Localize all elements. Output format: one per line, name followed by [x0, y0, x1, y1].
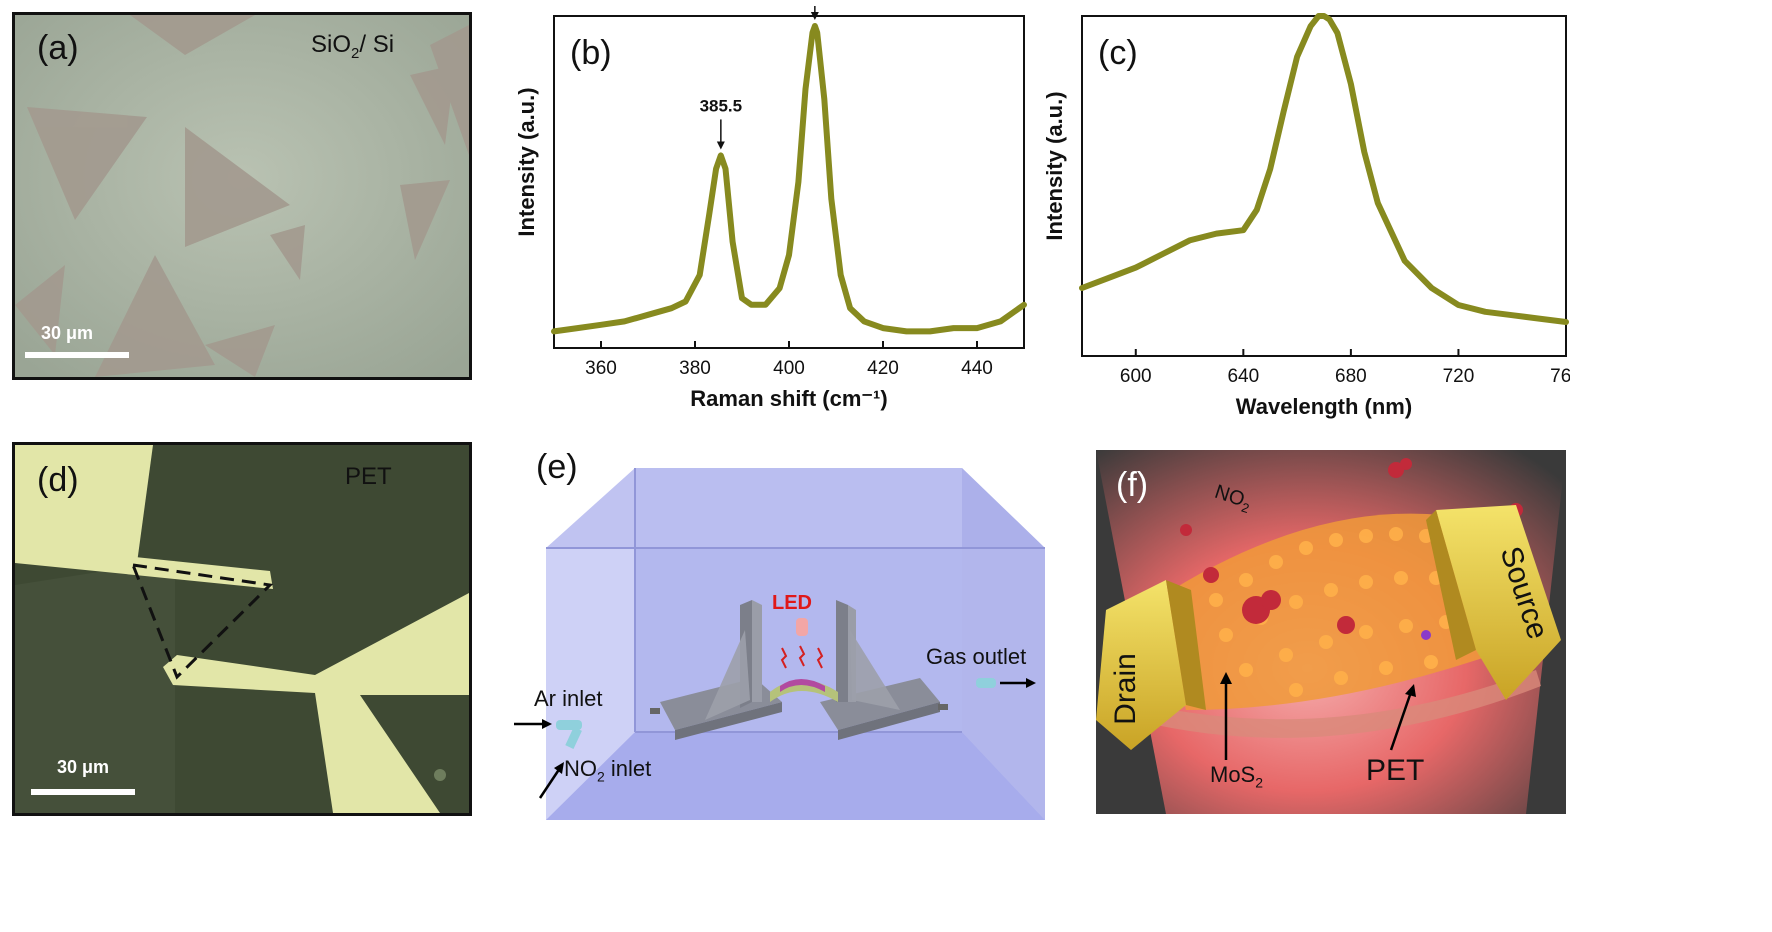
mos2-flake	[95, 255, 215, 377]
panel-label: (b)	[570, 34, 612, 72]
plot-frame	[1081, 15, 1567, 357]
micrograph-a-image	[15, 15, 469, 377]
x-tick-label: 420	[867, 358, 899, 379]
pl-chart-svg: 600 640 680 720 760 Wavelength (nm) Intensity …	[1042, 13, 1570, 419]
spectrum-line	[551, 23, 1027, 335]
micrograph-d-image	[15, 445, 469, 813]
x-tick-label: 640	[1227, 366, 1259, 387]
chamber-right-wall	[962, 468, 1045, 820]
peak-label: 385.5	[700, 96, 743, 115]
drain-electrode	[1166, 580, 1206, 710]
mos2-flake	[410, 65, 455, 145]
x-tick-label: 380	[679, 358, 711, 379]
peak-arrow-head	[810, 11, 819, 20]
scalebar-label: 30 μm	[41, 323, 94, 343]
device-outline	[130, 563, 274, 680]
x-tick-label: 400	[773, 358, 805, 379]
led-icon	[796, 618, 808, 636]
pet-substrate	[1126, 670, 1541, 738]
chamber-top	[546, 468, 1045, 548]
x-axis-label: Raman shift (cm⁻¹)	[690, 386, 887, 411]
panel-a-micrograph: (a) SiO2/ Si 30 μm	[12, 12, 472, 380]
mos2-flake	[430, 25, 469, 155]
substrate-label-prefix: SiO	[311, 31, 352, 58]
electrode-source	[163, 593, 469, 813]
mos2-lattice	[1156, 513, 1506, 710]
mos2-label-sub: 2	[1255, 774, 1264, 791]
no2-inlet-prefix: NO	[564, 756, 597, 781]
mos2-flake	[185, 127, 290, 247]
mos2-flake	[270, 225, 305, 280]
scalebar	[31, 789, 135, 795]
y-axis-label: Intensity (a.u.)	[514, 87, 539, 236]
x-tick-label: 600	[1120, 366, 1152, 387]
x-tick-label: 720	[1443, 366, 1475, 387]
no2-inlet-suffix: inlet	[604, 756, 652, 781]
scalebar-label: 30 μm	[57, 757, 110, 777]
gas-outlet-label: Gas outlet	[926, 644, 1027, 669]
led-label: LED	[772, 592, 812, 614]
ar-inlet-label: Ar inlet	[534, 686, 603, 711]
peak-arrow-head	[716, 141, 725, 150]
device-illustration	[1096, 450, 1566, 814]
gas-outlet-pipe	[976, 678, 996, 688]
x-axis-label: Wavelength (nm)	[1236, 394, 1412, 419]
spectrum-line	[1079, 13, 1569, 325]
panel-label: (e)	[536, 448, 578, 486]
substrate-label-suffix: / Si	[359, 31, 395, 58]
no2-inlet-pipe	[565, 727, 582, 749]
pet-label: PET	[1366, 754, 1425, 787]
panel-label: (d)	[37, 461, 79, 499]
mos2-flake	[400, 180, 450, 260]
raman-chart-svg: 360 380 400 420 440 Raman shift (cm⁻¹) Intensi…	[514, 6, 1027, 411]
x-tick-label: 360	[585, 358, 617, 379]
x-tick-label: 760	[1550, 366, 1570, 387]
mos2-flake	[130, 15, 255, 55]
mos2-flake	[205, 325, 275, 377]
x-tick-label: 680	[1335, 366, 1367, 387]
panel-e-schematic: (e) LED Gas outlet Ar inlet NO2 inlet	[500, 440, 1060, 826]
mos2-label: MoS2	[1210, 762, 1263, 790]
x-tick-label: 440	[961, 358, 993, 379]
panel-b-raman-chart: 360 380 400 420 440 Raman shift (cm⁻¹) Intensi…	[510, 6, 1032, 426]
mos2-flake	[27, 107, 147, 220]
source-electrode	[1436, 505, 1561, 700]
panel-c-pl-chart: 600 640 680 720 760 Wavelength (nm) Intensity …	[1040, 6, 1570, 426]
mos2-label-prefix: MoS	[1210, 762, 1256, 787]
plot-frame	[553, 15, 1025, 349]
source-electrode	[1426, 510, 1476, 660]
substrate-label: SiO2/ Si	[311, 31, 394, 62]
chamber-schematic	[514, 468, 1045, 820]
mos2-flake	[15, 265, 65, 355]
no2-inlet-sub: 2	[597, 768, 605, 785]
substrate-label: PET	[345, 463, 392, 490]
panel-label: (a)	[37, 29, 79, 67]
drain-electrode	[1096, 580, 1186, 750]
panel-d-micrograph: (d) PET 30 μm	[12, 442, 472, 816]
y-axis-label: Intensity (a.u.)	[1042, 91, 1067, 240]
ar-inlet-pipe	[556, 720, 582, 730]
panel-label: (f)	[1116, 466, 1149, 504]
drain-label: Drain	[1108, 653, 1142, 725]
panel-label: (c)	[1098, 34, 1138, 72]
scalebar	[25, 352, 129, 358]
electrode-drain	[15, 445, 153, 563]
no2-inlet-label: NO2 inlet	[564, 756, 651, 784]
substrate-label-sub: 2	[351, 44, 360, 62]
panel-f-illustration: (f) NO2 Drain Source MoS2 PET	[1096, 450, 1566, 814]
